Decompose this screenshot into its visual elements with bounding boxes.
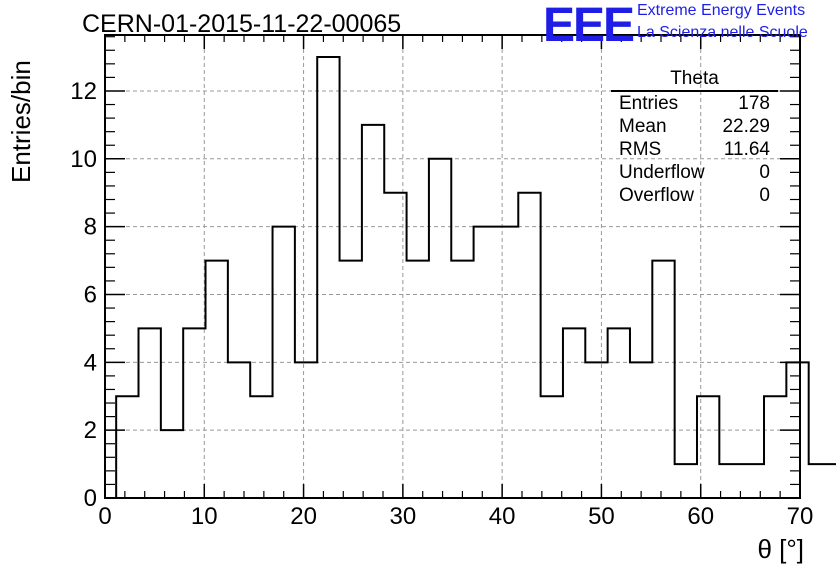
histogram-bin [340,261,362,498]
histogram-series [115,56,836,498]
y-tick-label: 4 [84,349,97,376]
histogram-bin [116,396,138,498]
chart-title: CERN-01-2015-11-22-00065 [82,10,402,38]
logo-line-1: Extreme Energy Events [637,2,806,19]
y-tick-label: 0 [84,485,97,512]
histogram-bin [764,396,786,498]
histogram-bin [206,261,228,498]
y-axis-label: Entries/bin [6,60,36,183]
histogram-bin [831,464,836,498]
x-tick-label: 0 [98,503,111,530]
histogram-bin [407,261,429,498]
stats-row-entries: Entries 178 [611,92,778,115]
x-tick-label: 60 [687,503,714,530]
eee-logo: EEE [543,0,635,52]
x-tick-label: 70 [787,503,814,530]
stats-row-rms: RMS 11.64 [611,138,778,161]
axes: 0 10 20 30 40 50 60 70 0 2 4 6 8 10 12 [70,35,813,530]
histogram-bin [541,396,563,498]
y-tick-label: 6 [84,281,97,308]
plot-frame [104,34,801,499]
histogram-bin [809,464,831,498]
grid [105,35,800,498]
histogram-bin [652,261,674,498]
histogram-bin [183,328,205,498]
histogram-bin [496,227,518,498]
histogram-bin [474,227,496,498]
stats-value: 0 [759,162,770,183]
y-tick-label: 2 [84,417,97,444]
stats-label: RMS [619,139,662,160]
histogram-bin [295,362,317,498]
logo-line-2: La Scienza nelle Scuole [637,24,808,41]
histogram-bin [697,396,719,498]
histogram-outline [115,56,836,498]
histogram-bin [719,464,741,498]
stats-row-overflow: Overflow 0 [611,184,778,207]
y-tick-label: 10 [70,146,97,173]
histogram-bin [317,57,339,498]
histogram-bin [250,396,272,498]
histogram-bin [451,261,473,498]
histogram-bin [362,125,384,498]
stats-label: Underflow [619,162,705,183]
histogram-bin [384,193,406,498]
histogram-bin [585,362,607,498]
histogram-bin [429,159,451,498]
histogram-bin [608,328,630,498]
stats-label: Mean [619,116,667,137]
histogram-bin [273,227,295,498]
stats-value: 22.29 [722,116,770,137]
histogram-bin [675,464,697,498]
stats-box: Theta Entries 178 Mean 22.29 RMS 11.64 U… [611,68,778,207]
stats-row-mean: Mean 22.29 [611,115,778,138]
x-tick-label: 10 [191,503,218,530]
histogram-bin [139,328,161,498]
histogram-bin [630,362,652,498]
stats-value: 0 [759,185,770,206]
histogram-bin [518,193,540,498]
x-tick-label: 40 [489,503,516,530]
stats-label: Entries [619,93,679,114]
histogram-bin [563,328,585,498]
x-tick-label: 30 [390,503,417,530]
stats-value: 11.64 [723,139,770,160]
y-tick-label: 12 [70,78,97,105]
y-tick-label: 8 [84,214,97,241]
stats-label: Overflow [619,185,694,206]
x-tick-label: 50 [588,503,615,530]
stats-title: Theta [611,68,778,92]
histogram-bin [228,362,250,498]
histogram-bin [161,430,183,498]
x-tick-label: 20 [290,503,317,530]
stats-value: 178 [738,93,770,114]
stats-row-underflow: Underflow 0 [611,161,778,184]
x-axis-label: θ [°] [757,534,804,564]
